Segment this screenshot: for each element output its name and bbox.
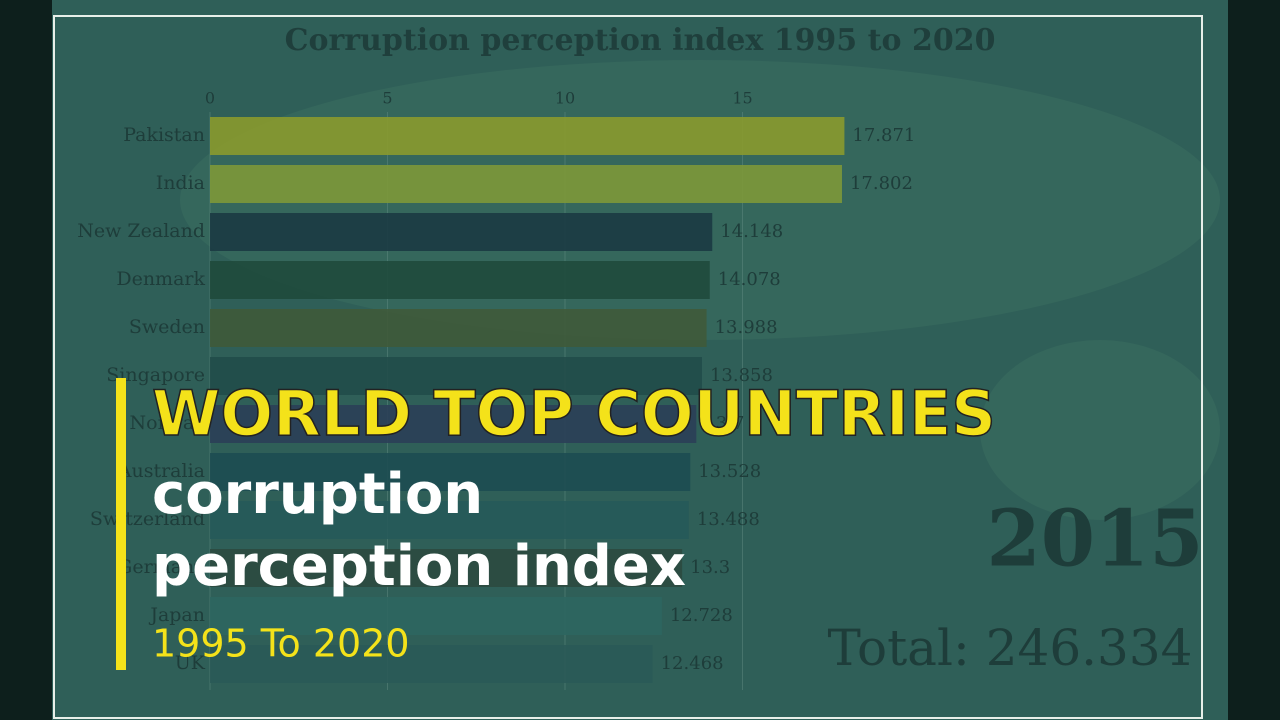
frame xyxy=(53,15,1203,719)
x-tick-label: 15 xyxy=(732,89,752,108)
y-tick-label: Sweden xyxy=(129,316,205,338)
y-tick-label: Australia xyxy=(117,460,205,482)
x-tick-label: 0 xyxy=(205,89,215,108)
y-tick-label: Pakistan xyxy=(123,124,205,146)
total-label: Total: 246.334 xyxy=(828,619,1193,677)
y-tick-label: New Zealand xyxy=(77,220,205,242)
bar xyxy=(210,549,683,587)
value-label: 12.468 xyxy=(661,653,724,674)
value-label: 17.802 xyxy=(850,173,913,194)
map-shape xyxy=(980,340,1220,520)
year-label: 2015 xyxy=(986,494,1203,585)
accent-bar xyxy=(116,378,126,670)
bar xyxy=(210,501,689,539)
bar xyxy=(210,117,845,155)
value-label: 12.728 xyxy=(670,605,733,626)
headline: WORLD TOP COUNTRIES xyxy=(152,377,996,450)
bar xyxy=(210,213,713,251)
bar-chart: 0 5 10 15 Pakistan 17.871 India 17.802 New Zeala… xyxy=(77,89,915,690)
y-tick-label: Denmark xyxy=(116,268,205,290)
x-tick-label: 5 xyxy=(382,89,392,108)
value-label: 13.488 xyxy=(697,509,760,530)
overlay: WORLD TOP COUNTRIES corruption perceptio… xyxy=(116,376,997,670)
value-label: 13.858 xyxy=(710,365,773,386)
bar xyxy=(210,645,653,683)
date-range: 1995 To 2020 xyxy=(152,622,410,666)
value-label: 13.528 xyxy=(698,461,761,482)
y-tick-label: India xyxy=(156,172,205,194)
y-tick-label: UK xyxy=(175,652,206,674)
y-tick-label: Japan xyxy=(148,604,205,626)
value-label: 13.7 xyxy=(704,413,744,434)
y-tick-label: Norway xyxy=(130,412,206,434)
bar xyxy=(210,597,662,635)
y-tick-label: Singapore xyxy=(106,364,205,386)
value-label: 14.078 xyxy=(718,269,781,290)
bar xyxy=(210,261,710,299)
value-label: 13.988 xyxy=(715,317,778,338)
chart-title: Corruption perception index 1995 to 2020 xyxy=(285,23,996,58)
bar xyxy=(210,357,702,395)
subtitle-line: corruption xyxy=(152,462,483,527)
bar xyxy=(210,309,707,347)
bar xyxy=(210,165,842,203)
value-label: 14.148 xyxy=(720,221,783,242)
x-tick-label: 10 xyxy=(555,89,575,108)
bar xyxy=(210,453,691,491)
y-tick-label: Germany xyxy=(117,556,205,578)
subtitle-line: perception index xyxy=(152,534,686,599)
value-label: 13.3 xyxy=(690,557,730,578)
value-label: 17.871 xyxy=(852,125,915,146)
bar xyxy=(210,405,697,443)
